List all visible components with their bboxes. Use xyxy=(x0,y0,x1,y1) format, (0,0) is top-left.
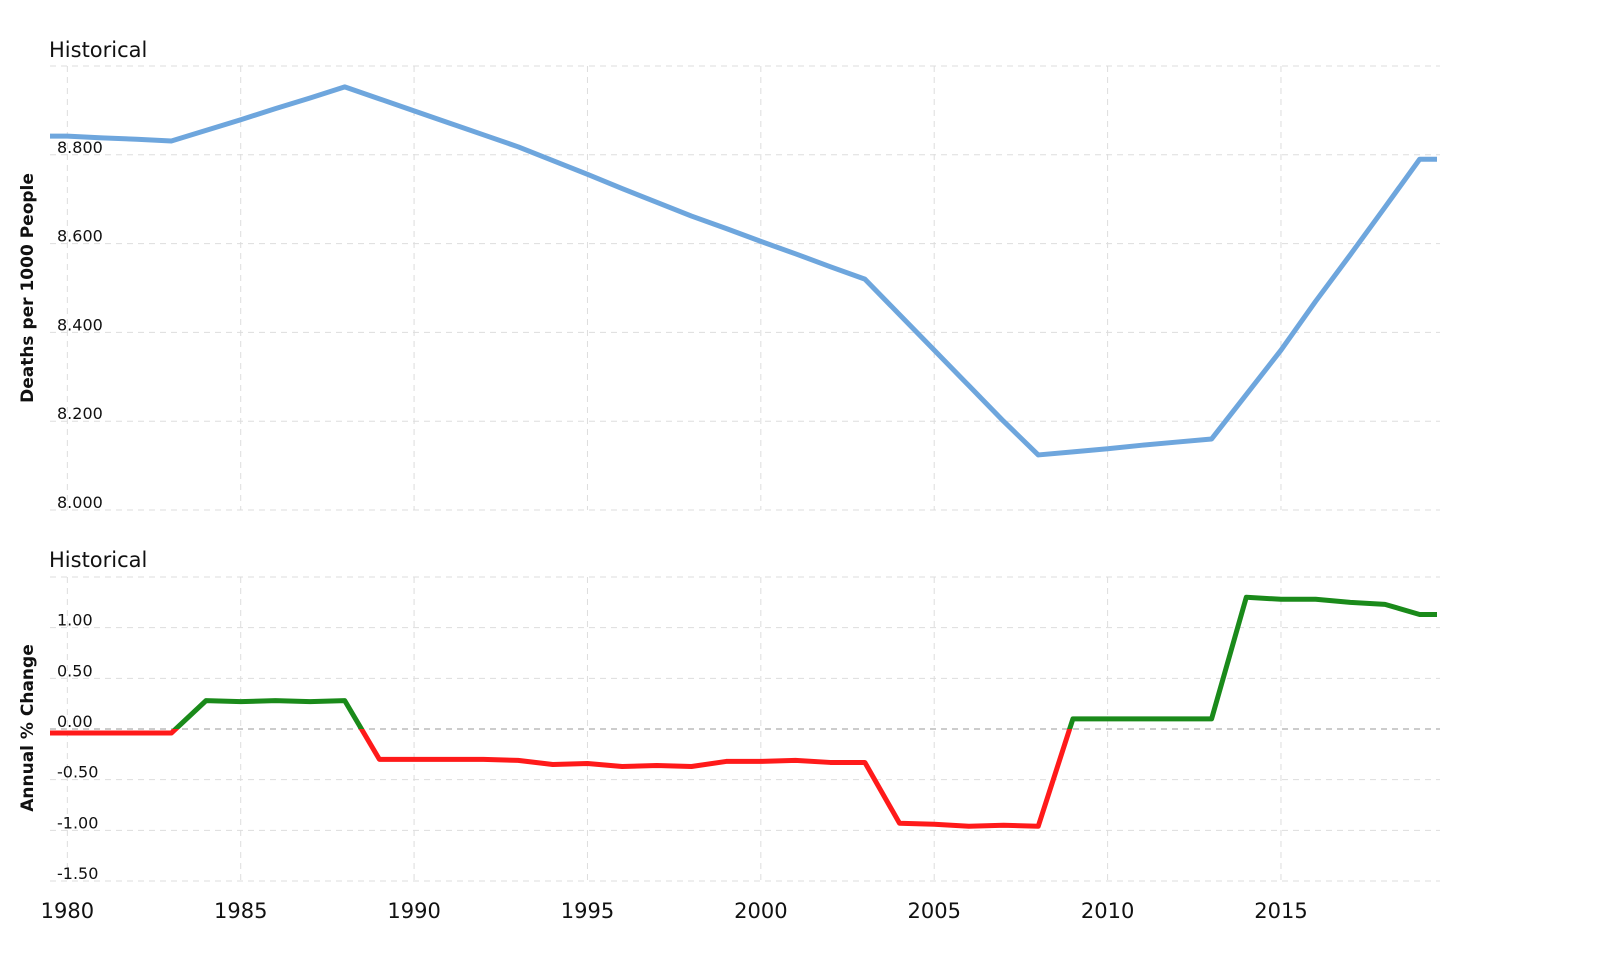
y-tick-label: -1.50 xyxy=(57,864,98,883)
x-tick-label: 1990 xyxy=(387,899,440,923)
y-tick-label: -0.50 xyxy=(57,763,98,782)
y-tick-label: 0.50 xyxy=(57,661,93,680)
bottom-chart-title: Historical xyxy=(49,548,147,572)
top-y-axis-label: Deaths per 1000 People xyxy=(18,173,38,403)
x-tick-label: 1980 xyxy=(41,899,94,923)
x-tick-label: 1995 xyxy=(561,899,614,923)
positive-change-line xyxy=(172,594,1437,729)
y-tick-label: 0.00 xyxy=(57,712,93,731)
y-tick-label: 8.800 xyxy=(57,138,103,157)
deaths-rate-line xyxy=(50,84,1437,458)
bottom-y-axis-label: Annual % Change xyxy=(18,644,38,812)
x-tick-label: 2015 xyxy=(1254,899,1307,923)
x-tick-label: 1985 xyxy=(214,899,267,923)
y-tick-label: 8.600 xyxy=(57,227,103,246)
x-tick-label: 2005 xyxy=(907,899,960,923)
y-tick-label: 8.000 xyxy=(57,493,103,512)
negative-change-line xyxy=(50,729,1073,829)
y-tick-label: 1.00 xyxy=(57,611,93,630)
y-tick-label: -1.00 xyxy=(57,813,98,832)
y-tick-label: 8.400 xyxy=(57,315,103,334)
top-chart-title: Historical xyxy=(49,38,147,62)
x-tick-label: 2000 xyxy=(734,899,787,923)
y-tick-label: 8.200 xyxy=(57,404,103,423)
x-tick-label: 2010 xyxy=(1081,899,1134,923)
